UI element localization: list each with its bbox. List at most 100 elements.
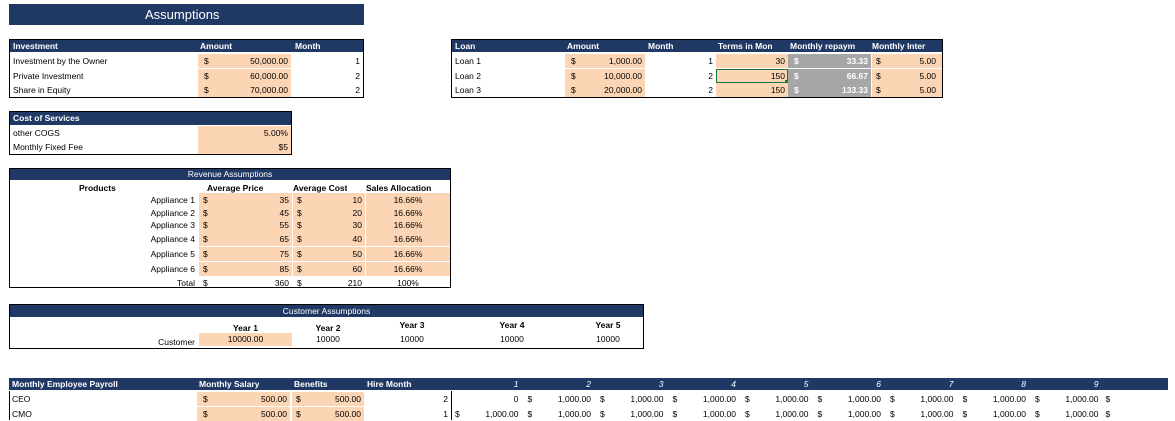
currency-symbol: $ — [571, 70, 576, 81]
payroll-benefits-value: 500.00 — [335, 409, 361, 419]
currency-symbol: $ — [527, 409, 533, 419]
investment-amount-value: 50,000.00 — [250, 56, 288, 66]
revenue-cost-cell[interactable] — [293, 232, 365, 246]
payroll-month-header: 2 — [586, 379, 591, 389]
revenue-cost-cell[interactable] — [293, 193, 365, 207]
revenue-price-cell[interactable] — [199, 247, 292, 261]
revenue-title: Revenue Assumptions — [10, 169, 450, 180]
investment-row-label: Private Investment — [13, 70, 84, 81]
revenue-allocation-value[interactable]: 16.66% — [366, 262, 450, 276]
payroll-salary-value: 500.00 — [261, 409, 287, 419]
revenue-cost-cell[interactable] — [293, 247, 365, 261]
loan-interest-cell[interactable] — [872, 83, 942, 97]
customer-year-value[interactable]: 10000 — [316, 334, 340, 344]
revenue-product-name: Appliance 2 — [150, 208, 195, 218]
revenue-price-cell[interactable] — [199, 193, 292, 207]
loan-terms-value[interactable]: 150 — [716, 68, 788, 83]
revenue-allocation-value[interactable]: 16.66% — [366, 232, 450, 246]
cos-value-cogs[interactable]: 5.00% — [198, 126, 291, 140]
payroll-table: Monthly Employee Payroll Monthly Salary … — [9, 378, 1175, 421]
payroll-month-value: 1,000.00 — [485, 409, 519, 419]
payroll-month-value: 1,000.00 — [557, 409, 591, 419]
currency-symbol: $ — [794, 56, 799, 66]
payroll-salary-cell[interactable] — [197, 392, 290, 406]
currency-symbol: $ — [203, 208, 208, 218]
loan-row-label: Loan 2 — [455, 70, 481, 81]
currency-symbol: $ — [1105, 394, 1111, 404]
loan-repayment-cell — [788, 68, 871, 83]
currency-symbol: $ — [204, 85, 209, 95]
revenue-cost-cell[interactable] — [293, 206, 365, 220]
customer-year-value[interactable]: 10000.00 — [199, 333, 292, 346]
currency-symbol: $ — [203, 234, 208, 244]
currency-symbol: $ — [794, 85, 799, 95]
loan-col-interest: Monthly Inter — [872, 41, 926, 51]
currency-symbol: $ — [962, 409, 968, 419]
investment-row-label: Investment by the Owner — [13, 56, 108, 66]
revenue-price-value: 65 — [279, 234, 289, 244]
loan-terms-value[interactable]: 30 — [716, 54, 788, 68]
revenue-price-cell[interactable] — [199, 232, 292, 246]
loan-amount-cell[interactable] — [565, 54, 645, 68]
loan-month-value[interactable]: 1 — [708, 56, 713, 66]
payroll-benefits-cell[interactable] — [292, 407, 364, 421]
loan-month-value[interactable]: 2 — [708, 70, 713, 81]
payroll-hire-month-value[interactable]: 1 — [443, 409, 448, 419]
investment-amount-value: 60,000.00 — [250, 70, 288, 81]
currency-symbol: $ — [876, 56, 881, 66]
revenue-allocation-value[interactable]: 16.66% — [366, 193, 450, 207]
payroll-salary-cell[interactable] — [197, 407, 290, 421]
loan-table: Loan Amount Month Terms in Mon Monthly r… — [451, 39, 943, 98]
payroll-col-employee: Monthly Employee Payroll — [12, 379, 118, 389]
investment-amount-cell[interactable] — [198, 83, 291, 97]
loan-interest-cell[interactable] — [872, 68, 942, 83]
revenue-cost-cell[interactable] — [293, 262, 365, 276]
loan-month-value[interactable]: 2 — [708, 85, 713, 95]
payroll-benefits-cell[interactable] — [292, 392, 364, 406]
cos-label-cogs: other COGS — [13, 128, 60, 138]
investment-amount-cell[interactable] — [198, 68, 291, 83]
customer-year-header: Year 2 — [315, 323, 341, 333]
loan-amount-value: 1,000.00 — [608, 56, 642, 66]
revenue-cost-cell[interactable] — [293, 218, 365, 232]
revenue-allocation-value[interactable]: 16.66% — [366, 206, 450, 220]
revenue-price-value: 75 — [279, 249, 289, 259]
customer-year-value[interactable]: 10000 — [400, 334, 424, 344]
revenue-allocation-value[interactable]: 16.66% — [366, 218, 450, 232]
customer-year-value[interactable]: 10000 — [500, 334, 524, 344]
revenue-price-value: 45 — [279, 208, 289, 218]
revenue-price-cell[interactable] — [199, 262, 292, 276]
payroll-month-value: 1,000.00 — [775, 409, 809, 419]
payroll-month-value: 1,000.00 — [920, 394, 954, 404]
cos-value-fixed-fee[interactable]: $5 — [198, 140, 291, 154]
currency-symbol: $ — [600, 394, 605, 404]
loan-header — [452, 40, 942, 52]
loan-amount-cell[interactable] — [565, 68, 645, 83]
revenue-price-cell[interactable] — [199, 206, 292, 220]
investment-month-value[interactable]: 1 — [355, 56, 360, 66]
investment-amount-value: 70,000.00 — [250, 85, 288, 95]
revenue-price-cell[interactable] — [199, 218, 292, 232]
payroll-month-value: 1,000.00 — [920, 409, 954, 419]
currency-symbol: $ — [890, 409, 895, 419]
revenue-cost-value: 30 — [352, 220, 362, 230]
investment-amount-cell[interactable] — [198, 54, 291, 68]
loan-terms-value[interactable]: 150 — [716, 83, 788, 97]
investment-month-value[interactable]: 2 — [355, 70, 360, 81]
payroll-month-header: 6 — [876, 379, 881, 389]
currency-symbol: $ — [1105, 409, 1111, 419]
investment-month-value[interactable]: 2 — [355, 85, 360, 95]
loan-interest-cell[interactable] — [872, 54, 942, 68]
payroll-hire-month-value[interactable]: 2 — [443, 394, 448, 404]
customer-year-header: Year 5 — [595, 320, 621, 330]
payroll-month-value: 1,000.00 — [702, 409, 736, 419]
customer-year-value[interactable]: 10000 — [596, 334, 620, 344]
loan-col-label: Loan — [455, 41, 476, 51]
loan-col-repayment: Monthly repaym — [790, 41, 856, 51]
payroll-month-value: 1,000.00 — [1065, 409, 1099, 419]
investment-table: Investment Amount Month Investment by th… — [9, 39, 364, 98]
revenue-allocation-value[interactable]: 16.66% — [366, 247, 450, 261]
loan-amount-cell[interactable] — [565, 83, 645, 97]
payroll-col-benefits: Benefits — [294, 379, 328, 389]
currency-symbol: $ — [600, 409, 605, 419]
